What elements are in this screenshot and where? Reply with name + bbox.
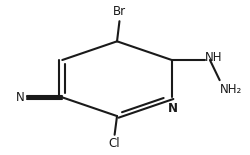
Text: NH: NH [205,51,223,64]
Text: N: N [168,102,178,115]
Text: Br: Br [113,5,126,18]
Text: Cl: Cl [109,137,120,150]
Text: N: N [16,91,25,104]
Text: NH₂: NH₂ [220,83,242,96]
